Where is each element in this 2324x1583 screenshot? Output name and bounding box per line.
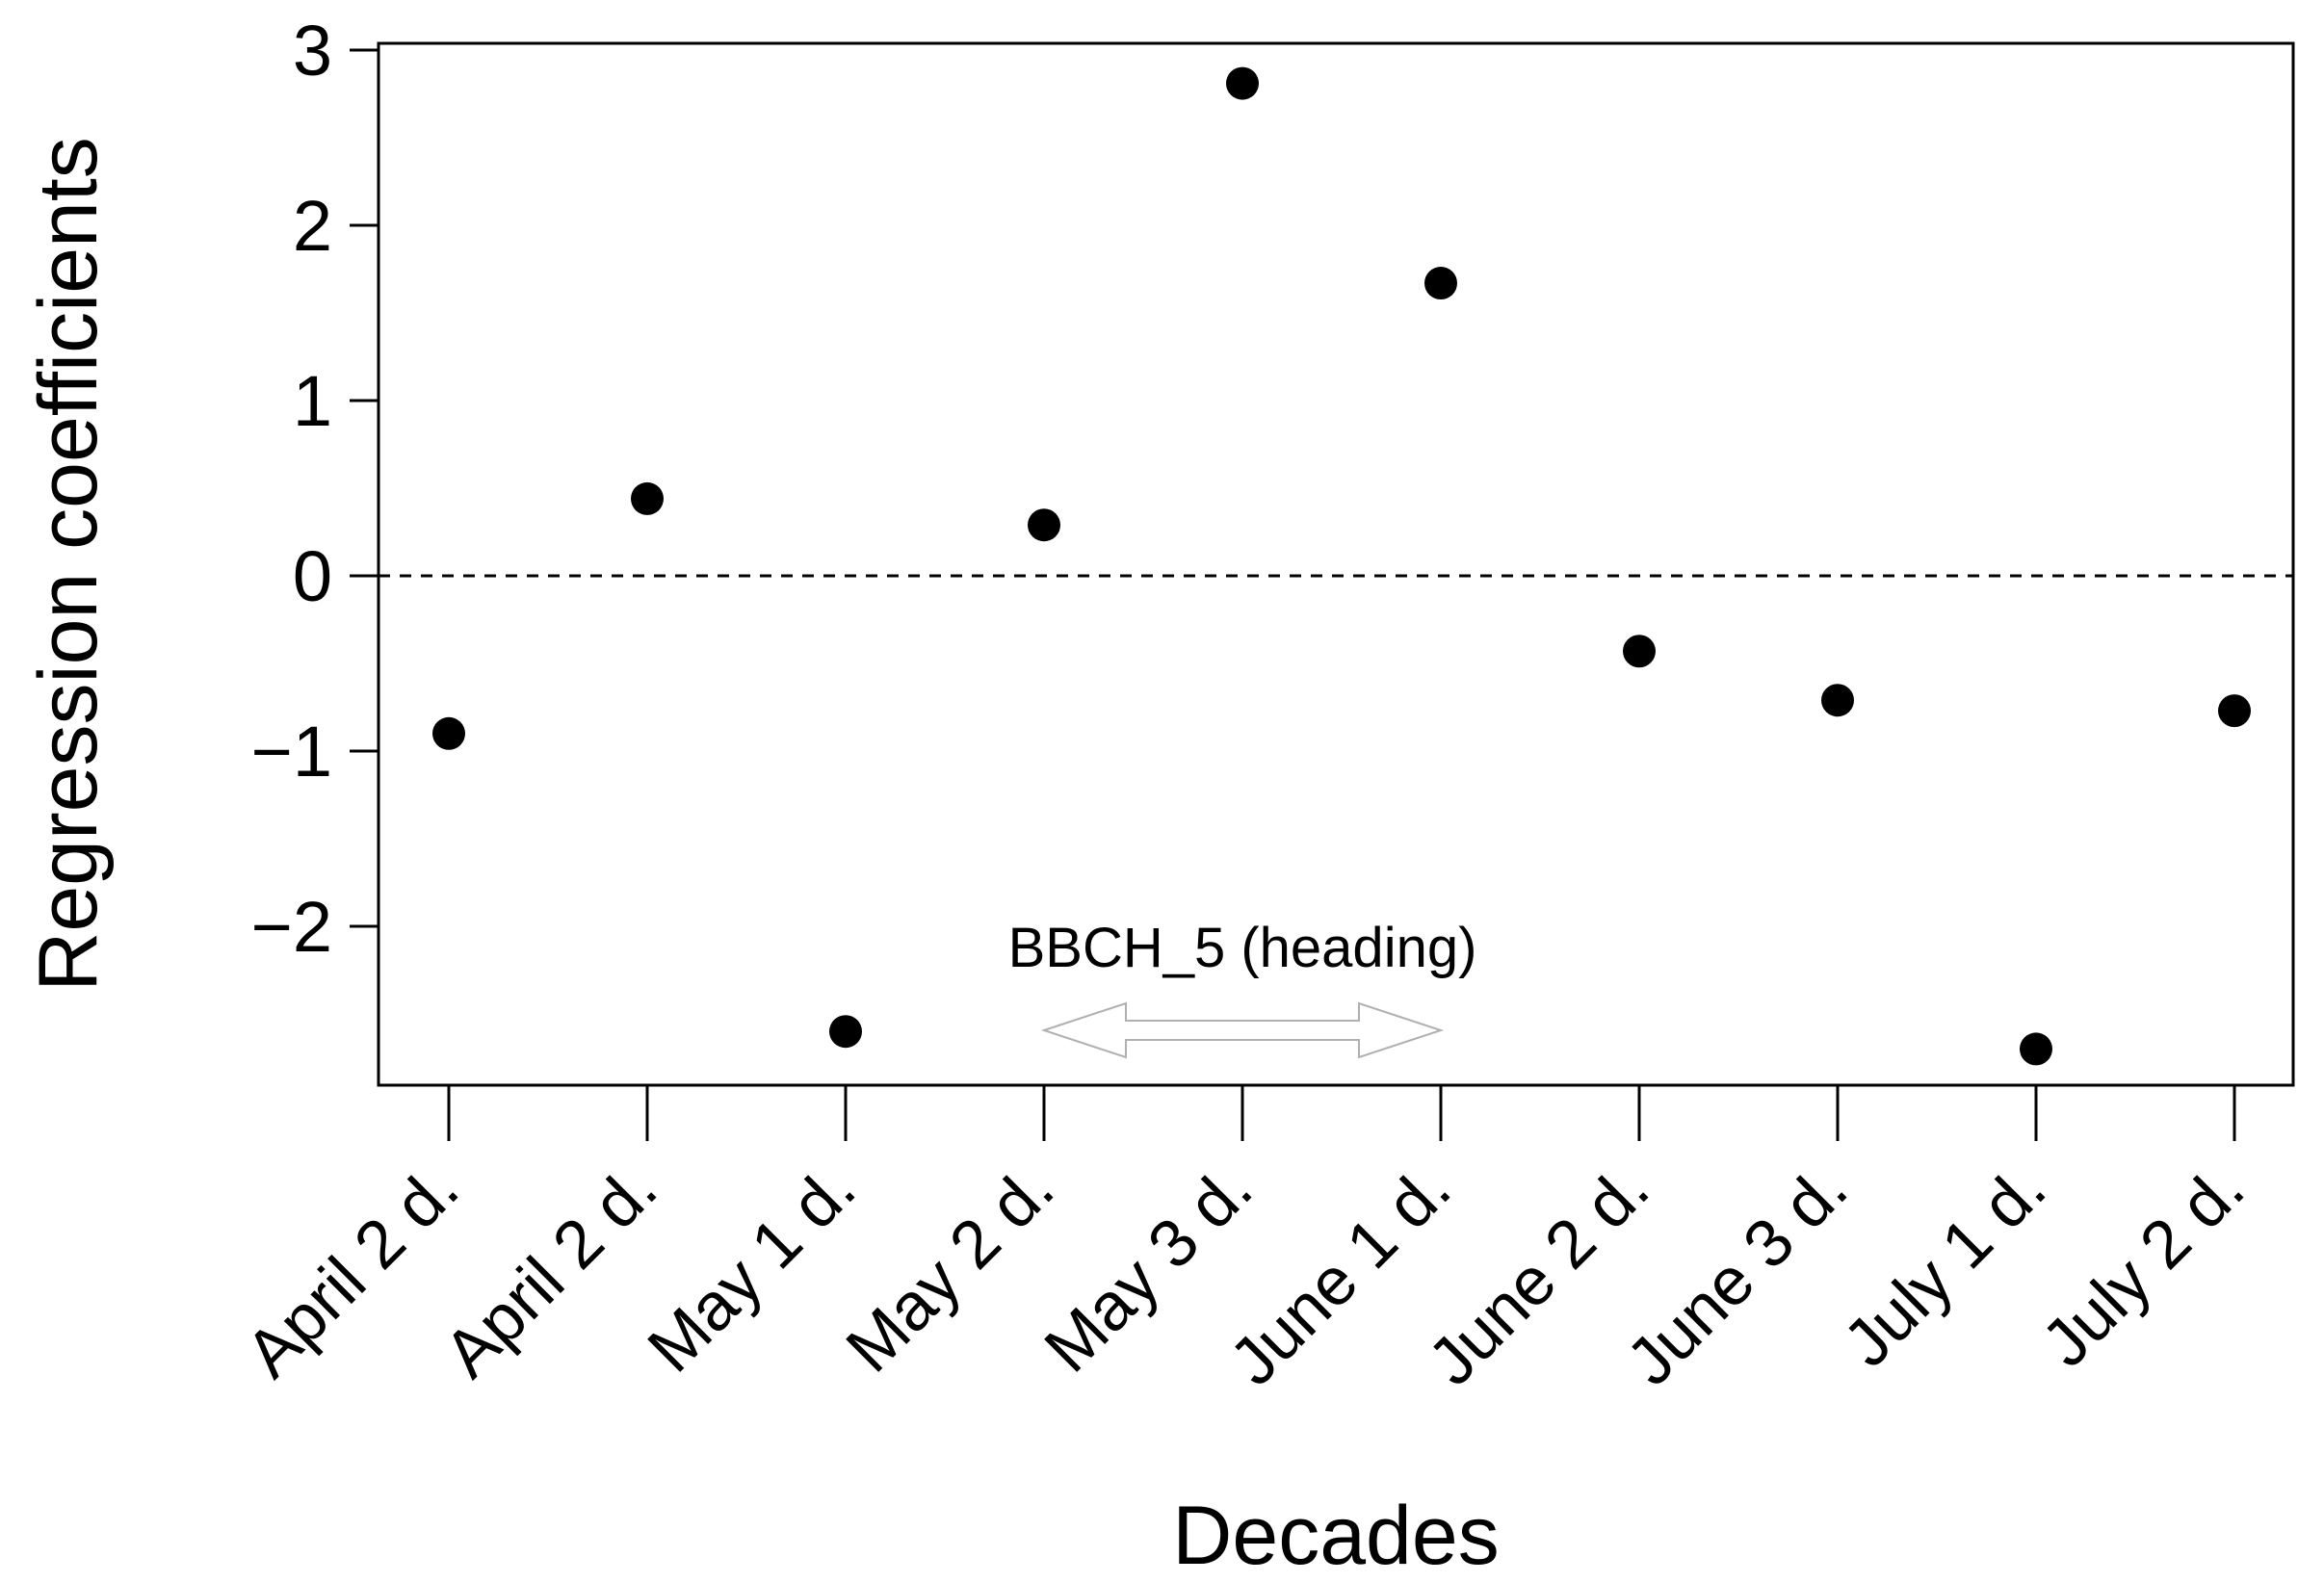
y-tick-label: 2	[293, 186, 332, 266]
data-point	[1028, 508, 1060, 542]
x-tick-label: April 2 d.	[231, 1150, 472, 1390]
x-tick-label: May 2 d.	[832, 1150, 1068, 1386]
data-point	[1226, 66, 1259, 100]
data-point	[1424, 267, 1457, 300]
x-tick-label: April 2 d.	[430, 1150, 670, 1390]
data-point	[631, 481, 664, 515]
data-point	[1821, 684, 1854, 717]
y-tick-label: 1	[293, 361, 332, 441]
x-axis: April 2 d.April 2 d.May 1 d.May 2 d.May …	[231, 1085, 2259, 1399]
y-tick-label: 0	[293, 536, 332, 616]
y-tick-label: −2	[251, 887, 332, 967]
annotation-label: BBCH_5 (heading)	[1008, 917, 1477, 979]
x-axis-title: Decades	[1172, 1490, 1499, 1582]
data-point	[2218, 694, 2251, 728]
y-tick-label: 3	[293, 11, 332, 91]
data-point	[1623, 635, 1656, 668]
data-point	[2020, 1032, 2052, 1066]
x-tick-label: July 1 d.	[1829, 1150, 2059, 1380]
y-axis-title: Regression coefficients	[22, 137, 115, 992]
double-arrow-icon	[1040, 1001, 1445, 1059]
bbch-annotation: BBCH_5 (heading)	[1008, 917, 1477, 1059]
x-tick-label: July 2 d.	[2027, 1150, 2258, 1380]
data-point	[829, 1015, 862, 1049]
x-tick-label: June 3 d.	[1612, 1150, 1862, 1399]
data-point	[432, 716, 465, 750]
y-tick-label: −1	[251, 712, 332, 792]
y-axis: −2 −1 0 1 2 3	[251, 11, 380, 967]
data-points	[432, 66, 2251, 1066]
x-tick-label: May 1 d.	[634, 1150, 870, 1386]
x-tick-label: June 1 d.	[1215, 1150, 1465, 1399]
x-tick-label: June 2 d.	[1414, 1150, 1663, 1399]
